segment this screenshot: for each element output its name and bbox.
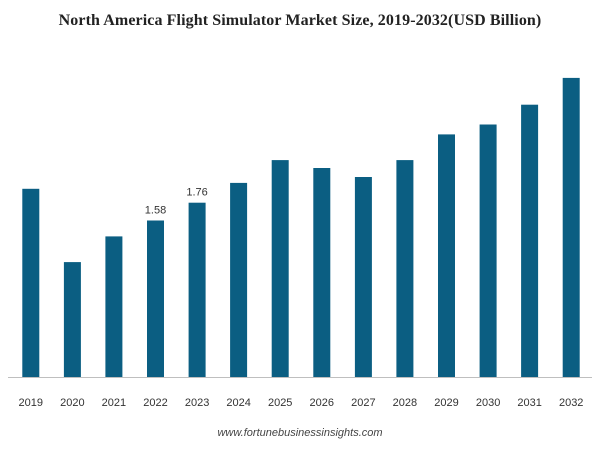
bar-2024 xyxy=(230,182,248,377)
x-tick-2024: 2024 xyxy=(226,397,250,409)
x-tick-2029: 2029 xyxy=(434,397,458,409)
data-label-2023: 1.76 xyxy=(186,187,207,199)
bar-chart: 2019 2020 2021 2022 2023 2024 2025 2026 2027 2028… xyxy=(8,77,592,409)
data-label-2022: 1.58 xyxy=(145,205,166,217)
x-tick-2027: 2027 xyxy=(351,397,375,409)
x-tick-2019: 2019 xyxy=(19,397,43,409)
bar-2020 xyxy=(63,262,81,377)
bar-2032 xyxy=(562,77,580,378)
x-tick-2023: 2023 xyxy=(185,397,209,409)
x-tick-2022: 2022 xyxy=(143,397,167,409)
x-tick-2030: 2030 xyxy=(476,397,500,409)
bar-2026 xyxy=(313,168,331,377)
source-credit: www.fortunebusinessinsights.com xyxy=(217,427,383,439)
x-tick-labels: 2019 2020 2021 2022 2023 2024 2025 2026 2027 2028… xyxy=(19,397,584,409)
bar-2027 xyxy=(354,177,372,377)
x-tick-2025: 2025 xyxy=(268,397,292,409)
bars-group xyxy=(22,77,580,378)
bar-2029 xyxy=(438,134,455,377)
x-tick-2020: 2020 xyxy=(60,397,84,409)
chart-title: North America Flight Simulator Market Si… xyxy=(58,12,542,29)
bar-2021 xyxy=(105,236,123,377)
bar-2022 xyxy=(147,220,164,377)
x-tick-2028: 2028 xyxy=(393,397,417,409)
bar-2019 xyxy=(22,188,40,377)
bar-2030 xyxy=(479,124,497,377)
x-tick-2031: 2031 xyxy=(517,397,541,409)
bar-2028 xyxy=(396,160,414,377)
x-tick-2021: 2021 xyxy=(102,397,126,409)
data-labels: 1.58 1.76 xyxy=(145,187,208,217)
x-tick-2026: 2026 xyxy=(310,397,334,409)
bar-2023 xyxy=(188,202,206,377)
bar-2031 xyxy=(521,104,539,377)
bar-2025 xyxy=(271,160,289,377)
x-tick-2032: 2032 xyxy=(559,397,583,409)
